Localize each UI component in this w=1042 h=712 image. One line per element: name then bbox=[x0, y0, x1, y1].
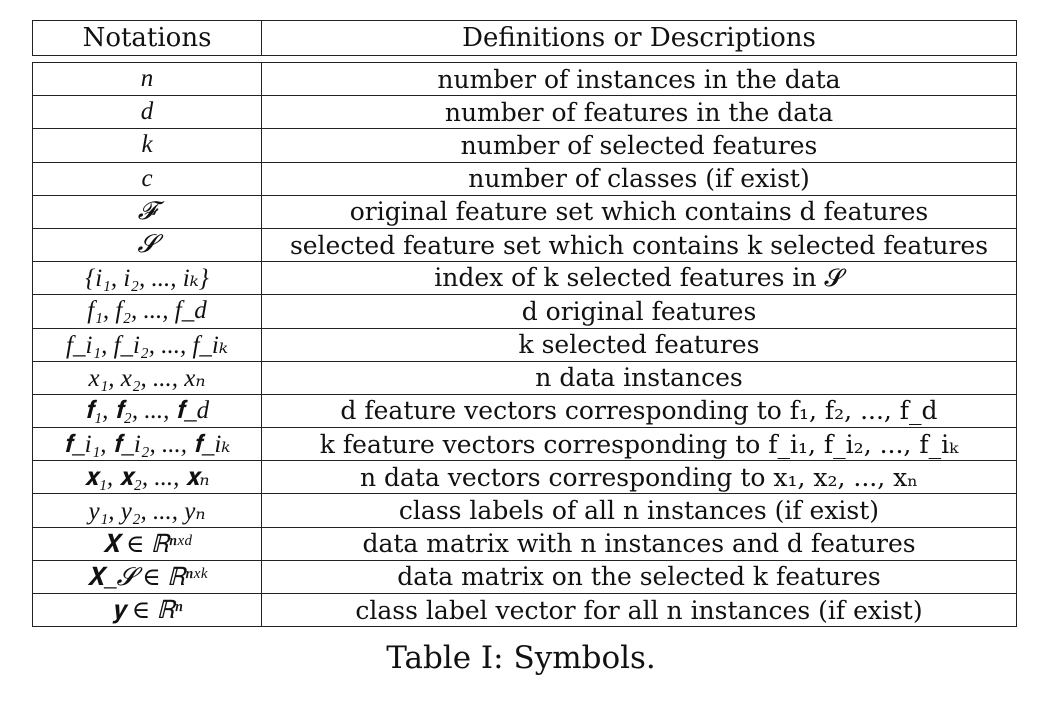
table-row: x₁, x₂, ..., xₙ n data instances bbox=[32, 360, 1017, 395]
notation-cell: 𝐗 ∈ ℝⁿˣᵈ bbox=[32, 526, 262, 561]
description-cell: data matrix on the selected k features bbox=[261, 559, 1017, 595]
description-cell: data matrix with n instances and d featu… bbox=[261, 526, 1017, 561]
table-row: y₁, y₂, ..., yₙ class labels of all n ins… bbox=[32, 493, 1017, 528]
table-row: d number of features in the data bbox=[32, 95, 1017, 130]
table-row: 𝐟_i₁, 𝐟_i₂, ..., 𝐟_iₖ k feature vectors c… bbox=[32, 427, 1017, 462]
description-cell: d feature vectors corresponding to f₁, f… bbox=[261, 393, 1017, 429]
notation-cell: 𝐗_𝓢 ∈ ℝⁿˣᵏ bbox=[32, 559, 262, 595]
description-cell: selected feature set which contains k se… bbox=[261, 227, 1017, 263]
symbols-table: n number of instances in the data d number… bbox=[32, 61, 1017, 628]
description-cell: number of features in the data bbox=[261, 95, 1017, 130]
notation-cell: 𝓕 bbox=[32, 194, 262, 229]
table-row: 𝐗_𝓢 ∈ ℝⁿˣᵏ data matrix on the selected k … bbox=[32, 559, 1017, 595]
notation-cell: 𝐲 ∈ ℝⁿ bbox=[32, 592, 262, 628]
notation-cell: k bbox=[32, 128, 262, 163]
table-row: 𝐗 ∈ ℝⁿˣᵈ data matrix with n instances and… bbox=[32, 526, 1017, 561]
column-header-definitions: Definitions or Descriptions bbox=[261, 20, 1017, 56]
table-row: 𝐱₁, 𝐱₂, ..., 𝐱ₙ n data vectors correspond… bbox=[32, 460, 1017, 495]
description-cell: class labels of all n instances (if exis… bbox=[261, 493, 1017, 528]
table-row: f₁, f₂, ..., f_d d original features bbox=[32, 294, 1017, 329]
notation-cell: f_i₁, f_i₂, ..., f_iₖ bbox=[32, 327, 262, 362]
notation-cell: 𝐟_i₁, 𝐟_i₂, ..., 𝐟_iₖ bbox=[32, 427, 262, 462]
notation-cell: f₁, f₂, ..., f_d bbox=[32, 294, 262, 329]
table-row: 𝐟₁, 𝐟₂, ..., 𝐟_d d feature vectors corres… bbox=[32, 393, 1017, 429]
notation-cell: x₁, x₂, ..., xₙ bbox=[32, 360, 262, 395]
description-cell: k selected features bbox=[261, 327, 1017, 362]
description-cell: n data instances bbox=[261, 360, 1017, 395]
description-cell: n data vectors corresponding to x₁, x₂, … bbox=[261, 460, 1017, 495]
description-cell: number of classes (if exist) bbox=[261, 161, 1017, 196]
table-row: k number of selected features bbox=[32, 128, 1017, 163]
notation-cell: c bbox=[32, 161, 262, 196]
table-row: n number of instances in the data bbox=[32, 61, 1017, 97]
table-row: c number of classes (if exist) bbox=[32, 161, 1017, 196]
description-cell: number of instances in the data bbox=[261, 61, 1017, 97]
description-cell: index of k selected features in 𝓢 bbox=[261, 261, 1017, 296]
notation-cell: y₁, y₂, ..., yₙ bbox=[32, 493, 262, 528]
notation-cell: d bbox=[32, 95, 262, 130]
notation-cell: n bbox=[32, 61, 262, 97]
notation-cell: {i₁, i₂, ..., iₖ} bbox=[32, 261, 262, 296]
description-cell: d original features bbox=[261, 294, 1017, 329]
table-row: f_i₁, f_i₂, ..., f_iₖ k selected features bbox=[32, 327, 1017, 362]
notation-cell: 𝐟₁, 𝐟₂, ..., 𝐟_d bbox=[32, 393, 262, 429]
description-cell: class label vector for all n instances (… bbox=[261, 592, 1017, 628]
description-cell: original feature set which contains d fe… bbox=[261, 194, 1017, 229]
description-cell: number of selected features bbox=[261, 128, 1017, 163]
notation-cell: 𝓢 bbox=[32, 227, 262, 263]
description-cell: k feature vectors corresponding to f_i₁,… bbox=[261, 427, 1017, 462]
table-row: 𝐲 ∈ ℝⁿ class label vector for all n insta… bbox=[32, 592, 1017, 628]
column-header-notations: Notations bbox=[32, 20, 262, 56]
notation-cell: 𝐱₁, 𝐱₂, ..., 𝐱ₙ bbox=[32, 460, 262, 495]
table-caption: Table I: Symbols. bbox=[386, 640, 656, 676]
table-row: {i₁, i₂, ..., iₖ} index of k selected fea… bbox=[32, 261, 1017, 296]
table-header: Notations Definitions or Descriptions bbox=[32, 20, 1017, 56]
